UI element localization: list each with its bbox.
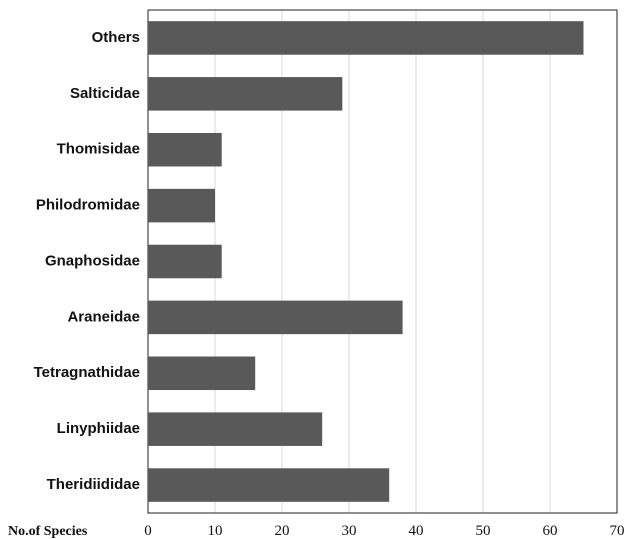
bar <box>148 21 584 55</box>
category-label: Theridiididae <box>47 476 140 493</box>
x-tick-labels: 0 10 20 30 40 50 60 70 <box>144 523 624 539</box>
category-label: Gnaphosidae <box>45 252 140 269</box>
category-label: Tetragnathidae <box>34 364 140 381</box>
bar <box>148 468 390 502</box>
category-label: Linyphiidae <box>57 420 140 437</box>
bar <box>148 132 222 167</box>
bar <box>148 356 256 391</box>
bar <box>148 300 403 335</box>
category-label: Salticidae <box>70 85 140 102</box>
category-labels: Others Salticidae Thomisidae Philodromidae G… <box>34 29 140 493</box>
x-tick-label: 20 <box>275 523 290 539</box>
x-tick-label: 10 <box>208 523 223 539</box>
x-tick-label: 60 <box>543 523 558 539</box>
x-tick-label: 40 <box>409 523 424 539</box>
bar <box>148 412 323 446</box>
bars <box>148 21 584 502</box>
x-tick-label: 70 <box>610 523 625 539</box>
x-tick-label: 50 <box>476 523 491 539</box>
category-label: Philodromidae <box>36 197 140 214</box>
bar <box>148 77 343 111</box>
x-tick-label: 30 <box>342 523 357 539</box>
category-label: Others <box>92 29 140 46</box>
category-label: Araneidae <box>67 308 140 325</box>
category-label: Thomisidae <box>57 141 140 158</box>
x-axis-title: No.of Species <box>8 524 88 539</box>
bar <box>148 188 215 223</box>
bar <box>148 244 222 279</box>
x-tick-label: 0 <box>144 523 152 539</box>
